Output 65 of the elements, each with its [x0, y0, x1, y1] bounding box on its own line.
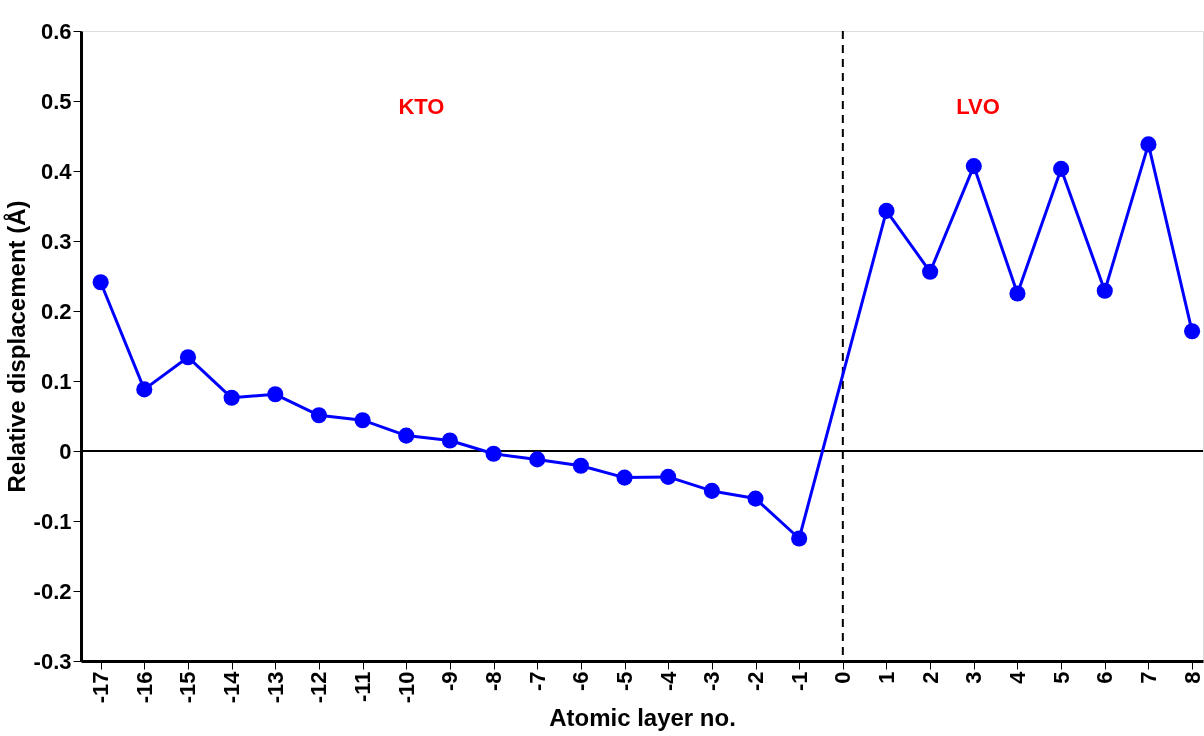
y-axis-title: Relative displacement (Å): [2, 200, 30, 493]
x-tick-label: -16: [131, 671, 157, 704]
y-tick-label: 0: [59, 438, 72, 464]
x-tick-label: -8: [481, 671, 507, 692]
x-tick-label: -4: [655, 670, 681, 692]
point: [791, 530, 808, 547]
x-tick-label: 8: [1179, 671, 1204, 684]
x-tick-label: 7: [1135, 671, 1161, 684]
annotation: KTO: [398, 93, 445, 119]
annotation: LVO: [956, 93, 1000, 119]
x-tick-label: 4: [1004, 670, 1030, 684]
point: [485, 445, 502, 462]
x-tick-label: 0: [830, 671, 856, 684]
x-axis-title: Atomic layer no.: [549, 704, 736, 732]
point: [747, 490, 764, 507]
x-tick-label: -13: [262, 671, 288, 704]
point: [572, 457, 589, 474]
x-tick-label: 3: [961, 671, 987, 684]
x-tick-label: -14: [219, 670, 245, 704]
y-tick-label: 0.5: [40, 88, 72, 114]
y-tick-label: 0.4: [40, 158, 73, 184]
point: [354, 412, 371, 429]
y-tick-label: 0.1: [40, 368, 72, 394]
point: [1140, 136, 1157, 153]
point: [878, 202, 895, 219]
point: [703, 482, 720, 499]
point: [1009, 285, 1026, 302]
point: [965, 158, 982, 175]
point: [267, 386, 284, 403]
point: [922, 263, 939, 280]
x-tick-label: -12: [306, 671, 332, 704]
x-tick-label: 6: [1092, 671, 1118, 684]
y-tick-label: 0.3: [40, 228, 72, 254]
x-tick-label: -15: [175, 671, 201, 704]
y-tick-label: -0.1: [33, 508, 72, 534]
y-tick-label: -0.2: [33, 578, 72, 604]
x-tick-label: -1: [786, 671, 812, 692]
point: [179, 349, 197, 366]
point: [223, 389, 240, 406]
x-tick-label: -11: [350, 671, 376, 703]
point: [1096, 282, 1113, 299]
x-tick-label: -9: [437, 671, 463, 692]
point: [136, 381, 153, 398]
y-tick-label: 0.6: [40, 18, 72, 44]
x-tick-label: -17: [88, 671, 114, 704]
x-tick-label: -5: [612, 671, 638, 692]
y-tick-label: -0.3: [33, 648, 72, 674]
point: [92, 274, 109, 291]
point: [441, 432, 458, 449]
point: [660, 468, 677, 485]
point: [616, 469, 633, 486]
x-tick-label: 5: [1048, 671, 1074, 684]
point: [1184, 323, 1201, 340]
point: [529, 451, 546, 468]
point: [1053, 160, 1070, 177]
point: [310, 407, 327, 424]
x-tick-label: -7: [524, 671, 550, 692]
x-tick-label: -3: [699, 671, 725, 692]
x-tick-label: -2: [743, 671, 769, 692]
point: [398, 427, 415, 444]
x-tick-label: 2: [917, 671, 943, 684]
x-tick-label: -10: [393, 671, 419, 704]
y-tick-label: 0.2: [40, 298, 72, 324]
x-tick-label: 1: [873, 671, 899, 684]
x-tick-label: -6: [568, 671, 594, 692]
